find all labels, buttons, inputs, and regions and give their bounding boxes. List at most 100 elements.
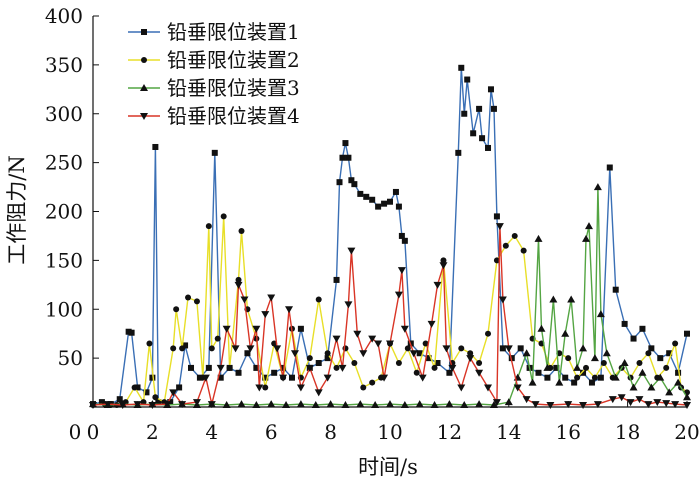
data-point — [214, 335, 221, 342]
data-point — [323, 374, 332, 382]
data-point — [192, 399, 201, 407]
data-point — [143, 389, 150, 396]
data-point — [324, 355, 331, 362]
data-point — [608, 396, 617, 404]
data-point — [297, 325, 304, 332]
data-point — [345, 154, 352, 161]
data-point — [306, 355, 313, 362]
data-point — [163, 401, 172, 409]
data-point — [590, 354, 599, 362]
data-point — [431, 364, 438, 371]
data-point — [237, 400, 246, 408]
data-point — [333, 364, 340, 371]
data-point — [511, 232, 518, 239]
data-point — [356, 400, 365, 408]
data-point — [657, 355, 664, 362]
data-point — [369, 379, 376, 386]
data-point — [89, 402, 97, 410]
data-point — [360, 384, 367, 391]
data-point — [178, 401, 187, 409]
data-point — [386, 340, 394, 348]
data-point — [448, 364, 457, 372]
data-point — [499, 345, 506, 352]
y-tick-label: 50 — [58, 346, 83, 370]
data-point — [193, 298, 200, 305]
data-point — [369, 196, 376, 203]
legend-item-3: 铅垂限位装置3 — [128, 76, 300, 100]
y-tick-label: 200 — [45, 200, 83, 224]
data-point — [348, 177, 355, 184]
data-point — [148, 402, 157, 410]
x-tick-label: 0 — [87, 420, 100, 444]
data-point — [671, 401, 680, 409]
legend-marker — [141, 57, 147, 63]
data-point — [400, 401, 409, 409]
axes: 0 2 4 6 8 10 12 14 16 18 20 50 100 150 200 250 300 350 400… — [45, 4, 700, 444]
series-1 — [90, 64, 690, 408]
data-point — [555, 378, 564, 386]
x-tick-label: 18 — [615, 420, 640, 444]
data-point — [565, 355, 572, 362]
legend-item-2: 铅垂限位装置2 — [128, 48, 300, 72]
data-point — [620, 359, 629, 367]
data-point — [314, 389, 323, 397]
data-point — [458, 345, 465, 352]
data-point — [185, 294, 192, 301]
data-point — [476, 105, 483, 112]
data-point — [653, 399, 662, 407]
data-point — [648, 345, 655, 352]
data-point — [464, 76, 471, 83]
y-tick-label: 350 — [45, 53, 83, 77]
data-point — [665, 388, 674, 396]
data-point — [176, 384, 183, 391]
data-point — [617, 394, 626, 402]
data-point — [479, 135, 486, 142]
data-point — [118, 402, 127, 410]
data-point — [305, 364, 314, 372]
data-point — [296, 400, 305, 408]
data-point — [179, 345, 186, 352]
x-tick-label: 14 — [496, 420, 521, 444]
data-point — [332, 335, 341, 343]
data-point — [324, 350, 331, 357]
data-point — [621, 320, 628, 327]
data-point — [584, 222, 593, 230]
data-point — [238, 228, 245, 235]
data-point — [351, 360, 358, 367]
data-point — [528, 378, 537, 386]
data-point — [244, 350, 251, 357]
x-tick-label: 16 — [555, 420, 580, 444]
data-point — [553, 364, 560, 371]
data-point — [684, 330, 690, 337]
data-point — [656, 373, 665, 381]
data-point — [549, 295, 558, 303]
data-point — [647, 383, 656, 391]
data-point — [246, 345, 255, 353]
data-point — [591, 374, 598, 381]
data-point — [636, 360, 643, 367]
data-point — [347, 247, 356, 255]
y-tick-label: 400 — [45, 4, 83, 28]
x-tick-label: 8 — [324, 420, 337, 444]
data-point — [252, 401, 261, 409]
data-point — [173, 306, 180, 313]
data-point — [573, 363, 582, 371]
data-point — [152, 143, 159, 150]
x-tick-label: 6 — [265, 420, 278, 444]
data-point — [683, 402, 691, 410]
data-point — [338, 364, 347, 372]
y-tick-label: 150 — [45, 248, 83, 272]
data-point — [492, 399, 501, 407]
data-point — [280, 364, 287, 371]
x-tick-label: 12 — [437, 420, 462, 444]
data-point — [439, 262, 448, 270]
data-point — [128, 329, 135, 336]
data-point — [458, 64, 465, 71]
data-point — [262, 374, 269, 381]
x-tick-label: 20 — [674, 420, 699, 444]
data-point — [467, 350, 474, 357]
data-point — [495, 223, 504, 231]
data-point — [394, 291, 403, 299]
data-point — [374, 340, 383, 348]
legend-label: 铅垂限位装置3 — [167, 76, 300, 100]
